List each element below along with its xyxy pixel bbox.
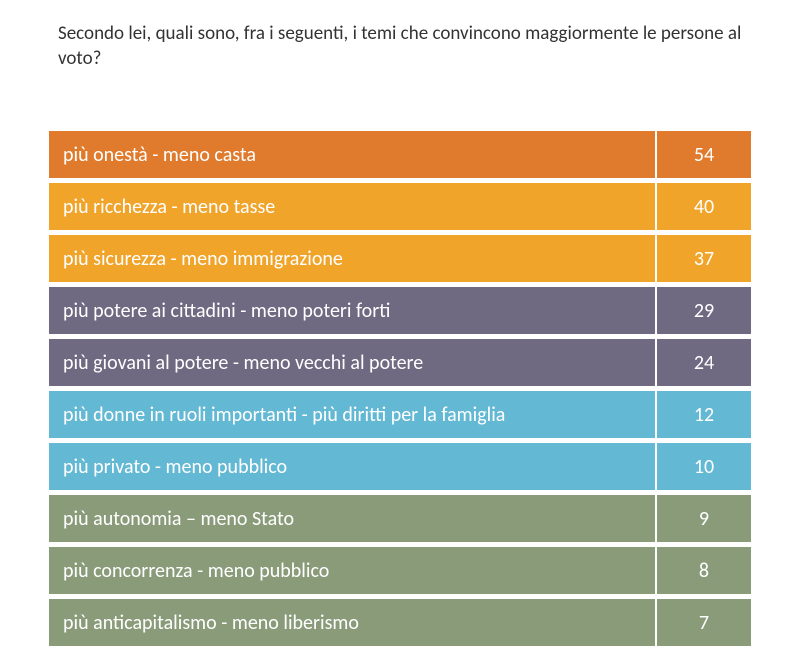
- table-row: più potere ai cittadini - meno poteri fo…: [48, 286, 752, 335]
- table-row: più giovani al potere - meno vecchi al p…: [48, 338, 752, 387]
- row-value: 54: [656, 130, 752, 179]
- table-row: più anticapitalismo - meno liberismo7: [48, 598, 752, 647]
- row-label: più sicurezza - meno immigrazione: [48, 234, 656, 283]
- row-value: 9: [656, 494, 752, 543]
- table-row: più onestà - meno casta54: [48, 130, 752, 179]
- row-label: più anticapitalismo - meno liberismo: [48, 598, 656, 647]
- row-label: più ricchezza - meno tasse: [48, 182, 656, 231]
- row-label: più giovani al potere - meno vecchi al p…: [48, 338, 656, 387]
- table-row: più sicurezza - meno immigrazione37: [48, 234, 752, 283]
- table-row: più autonomia – meno Stato9: [48, 494, 752, 543]
- row-value: 29: [656, 286, 752, 335]
- table-row: più privato - meno pubblico10: [48, 442, 752, 491]
- row-label: più potere ai cittadini - meno poteri fo…: [48, 286, 656, 335]
- row-value: 7: [656, 598, 752, 647]
- row-value: 24: [656, 338, 752, 387]
- row-label: più onestà - meno casta: [48, 130, 656, 179]
- row-label: più concorrenza - meno pubblico: [48, 546, 656, 595]
- row-value: 10: [656, 442, 752, 491]
- table-row: più ricchezza - meno tasse40: [48, 182, 752, 231]
- survey-question: Secondo lei, quali sono, fra i seguenti,…: [58, 22, 742, 71]
- row-value: 8: [656, 546, 752, 595]
- row-value: 40: [656, 182, 752, 231]
- row-value: 12: [656, 390, 752, 439]
- row-value: 37: [656, 234, 752, 283]
- row-label: più privato - meno pubblico: [48, 442, 656, 491]
- row-label: più donne in ruoli importanti - più diri…: [48, 390, 656, 439]
- table-row: più concorrenza - meno pubblico8: [48, 546, 752, 595]
- results-table: più onestà - meno casta54più ricchezza -…: [48, 130, 752, 650]
- row-label: più autonomia – meno Stato: [48, 494, 656, 543]
- table-row: più donne in ruoli importanti - più diri…: [48, 390, 752, 439]
